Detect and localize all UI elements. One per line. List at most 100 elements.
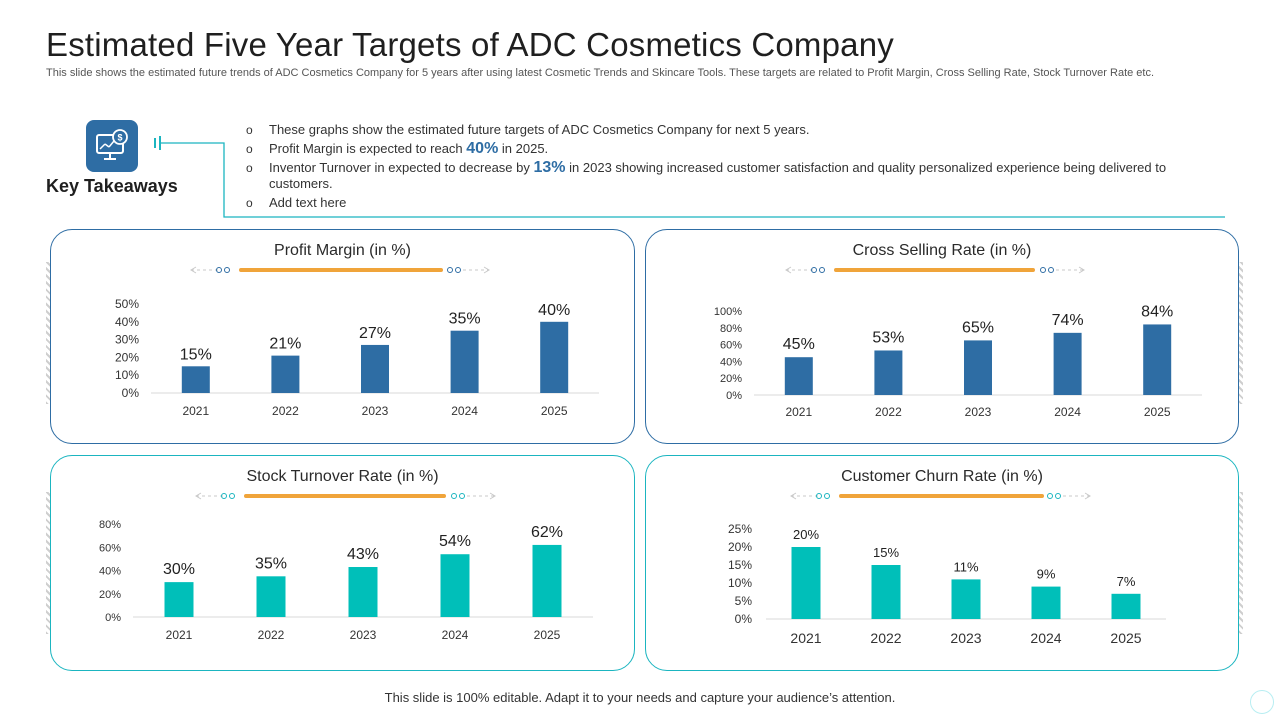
title-underline-decoration — [195, 492, 496, 500]
y-tick-label: 15% — [728, 558, 752, 572]
bar — [348, 567, 378, 617]
x-tick-label: 2023 — [965, 405, 992, 419]
y-tick-label: 20% — [720, 373, 742, 385]
title-underline-decoration — [190, 266, 490, 274]
cross-selling-chart: 0% 20% 40% 60% 80% 100% 45% 2021 53% 2022 65% 2023 7… — [714, 303, 1202, 419]
x-tick-label: 2024 — [442, 628, 469, 642]
y-tick-label: 30% — [115, 333, 139, 347]
takeaway-text: These graphs show the estimated future t… — [269, 122, 810, 137]
y-tick-label: 20% — [115, 350, 139, 364]
data-label: 62% — [531, 524, 563, 541]
y-tick-label: 10% — [115, 368, 139, 382]
bar — [784, 357, 813, 395]
svg-text:$: $ — [117, 133, 122, 143]
chart-title: Customer Churn Rate (in %) — [841, 468, 1043, 485]
key-takeaways-label: Key Takeaways — [46, 176, 178, 196]
x-tick-label: 2022 — [272, 404, 299, 418]
bar — [874, 350, 903, 395]
data-label: 15% — [180, 346, 212, 363]
y-tick-label: 0% — [726, 390, 742, 402]
bar — [1031, 586, 1061, 619]
x-tick-label: 2025 — [541, 404, 568, 418]
y-tick-label: 60% — [720, 340, 742, 352]
profit-margin-panel: Profit Margin (in %) 0% 10% 20% 30% 40% 50% 15… — [50, 229, 635, 444]
takeaway-item: Inventor Turnover in expected to decreas… — [246, 160, 1196, 192]
y-tick-label: 25% — [728, 522, 752, 536]
profit-margin-chart: 0% 10% 20% 30% 40% 50% 15% 2021 21% 2022 27% 2023 35… — [115, 297, 599, 418]
x-tick-label: 2024 — [1030, 630, 1061, 646]
x-tick-label: 2022 — [875, 405, 902, 419]
x-tick-label: 2025 — [1144, 405, 1171, 419]
y-tick-label: 10% — [728, 576, 752, 590]
y-tick-label: 80% — [720, 323, 742, 335]
stock-turnover-panel: Stock Turnover Rate (in %) 0% 20% 40% 60% 80… — [50, 455, 635, 671]
x-tick-label: 2021 — [182, 404, 209, 418]
data-label: 53% — [872, 329, 904, 346]
customer-churn-chart: 0% 5% 10% 15% 20% 25% 20% 2021 15% 2022 11% 2023 9% 2… — [728, 522, 1166, 646]
data-label: 11% — [953, 559, 978, 574]
bar — [440, 554, 470, 617]
takeaway-item: These graphs show the estimated future t… — [246, 122, 1196, 138]
takeaway-text: Profit Margin is expected to reach — [269, 141, 467, 156]
data-label: 54% — [439, 533, 471, 550]
x-tick-label: 2025 — [1110, 630, 1141, 646]
data-label: 84% — [1141, 303, 1173, 320]
chart-title: Stock Turnover Rate (in %) — [246, 468, 439, 485]
takeaway-item: Add text here — [246, 195, 1196, 211]
x-tick-label: 2021 — [790, 630, 821, 646]
bar — [181, 366, 210, 393]
y-tick-label: 100% — [714, 306, 742, 318]
y-tick-label: 20% — [728, 540, 752, 554]
title-underline-decoration — [790, 492, 1091, 500]
y-tick-label: 40% — [720, 356, 742, 368]
takeaway-item: Profit Margin is expected to reach 40% i… — [246, 140, 1196, 158]
takeaway-text: in 2023 showing increased customer satis… — [269, 160, 1167, 191]
customer-churn-panel: Customer Churn Rate (in %) 0% 5% 10% 15% 20%… — [645, 455, 1239, 671]
takeaway-highlight: 40% — [466, 140, 499, 157]
takeaway-text: in 2025. — [498, 141, 549, 156]
x-tick-label: 2024 — [451, 404, 478, 418]
x-tick-label: 2023 — [350, 628, 377, 642]
data-label: 74% — [1052, 312, 1084, 329]
corner-circle-decoration — [1250, 690, 1274, 714]
bar — [1143, 324, 1172, 395]
stock-turnover-chart: 0% 20% 40% 60% 80% 30% 2021 35% 2022 43% 2023 54% 20… — [99, 519, 593, 642]
monitor-dollar-icon: $ — [86, 120, 138, 172]
bar — [951, 579, 981, 619]
x-tick-label: 2023 — [362, 404, 389, 418]
data-label: 30% — [163, 561, 195, 578]
title-underline-decoration — [785, 266, 1085, 274]
y-tick-label: 0% — [105, 612, 121, 624]
takeaway-text: Inventor Turnover in expected to decreas… — [269, 160, 534, 175]
chart-title: Cross Selling Rate (in %) — [852, 242, 1032, 259]
y-tick-label: 0% — [122, 386, 140, 400]
data-label: 35% — [255, 555, 287, 572]
bar — [871, 565, 901, 619]
x-tick-label: 2023 — [950, 630, 981, 646]
data-label: 20% — [793, 527, 819, 542]
data-label: 21% — [269, 336, 301, 353]
takeaway-text: Add text here — [269, 195, 347, 210]
bar — [532, 544, 562, 617]
bar — [361, 344, 389, 393]
bar — [256, 576, 286, 617]
y-tick-label: 40% — [115, 315, 139, 329]
slide-subtitle: This slide shows the estimated future tr… — [46, 67, 1155, 79]
slide-title: Estimated Five Year Targets of ADC Cosme… — [46, 26, 894, 63]
x-tick-label: 2024 — [1054, 405, 1081, 419]
y-tick-label: 60% — [99, 542, 121, 554]
data-label: 35% — [449, 311, 481, 328]
chart-title: Profit Margin (in %) — [274, 242, 411, 259]
bar — [791, 547, 821, 619]
bar — [540, 321, 569, 393]
data-label: 65% — [962, 319, 994, 336]
bar — [450, 330, 479, 393]
y-tick-label: 50% — [115, 297, 139, 311]
data-label: 43% — [347, 546, 379, 563]
cross-selling-panel: Cross Selling Rate (in %) 0% 20% 40% 60% 80%… — [645, 229, 1239, 444]
x-tick-label: 2022 — [258, 628, 285, 642]
takeaways-connector — [154, 136, 1225, 218]
x-tick-label: 2025 — [534, 628, 561, 642]
y-tick-label: 80% — [99, 519, 121, 531]
bar — [1053, 332, 1082, 395]
